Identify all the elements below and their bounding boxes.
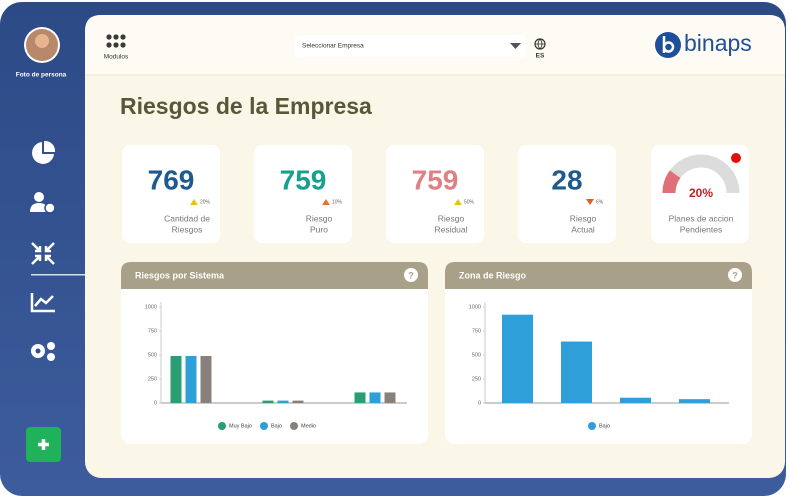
legend-swatch: [218, 422, 226, 430]
avatar-face: [35, 34, 49, 48]
company-select-text: Seleccionar Empresa: [302, 43, 364, 50]
gauge-title: Planes de accion: [669, 213, 734, 223]
bar: [679, 399, 710, 403]
chart-title: Zona de Riesgo: [459, 270, 527, 280]
nav-dashboard[interactable]: [32, 140, 56, 164]
kpi-change: 20%: [200, 199, 211, 205]
bar: [185, 355, 197, 403]
bar: [384, 392, 396, 403]
y-tick-label: 750: [472, 328, 481, 334]
trend-arrow: [454, 199, 462, 205]
y-tick-label: 750: [148, 328, 157, 334]
legend-swatch: [260, 422, 268, 430]
chart-title: Riesgos por Sistema: [135, 270, 225, 280]
y-tick-label: 0: [154, 400, 157, 406]
kpi-value: 759: [412, 164, 459, 195]
add-icon: [38, 439, 49, 450]
kpi-label: Riesgos: [172, 224, 203, 234]
kpi-card: [386, 145, 484, 243]
y-tick-label: 0: [478, 400, 481, 406]
select-arrow: [510, 43, 521, 49]
company-select[interactable]: [295, 35, 526, 57]
legend-label: Muy Bajo: [229, 423, 252, 429]
nav-trend[interactable]: [30, 293, 55, 313]
bar: [200, 355, 212, 403]
page-title: Riesgos de la Empresa: [120, 93, 372, 119]
bar: [354, 392, 366, 403]
kpi-label: Cantidad de: [164, 213, 210, 223]
y-tick-label: 250: [472, 376, 481, 382]
globe-lines: [535, 38, 545, 50]
kpi-value: 759: [280, 164, 327, 195]
y-tick-label: 500: [148, 352, 157, 358]
gauge-label: 20%: [689, 186, 713, 200]
legend-swatch: [588, 422, 596, 430]
legend-label: Bajo: [599, 423, 610, 429]
kpi-card: [122, 145, 220, 243]
gauge-value: [662, 170, 681, 194]
y-tick-label: 1000: [145, 304, 157, 310]
logo-mark: [655, 32, 681, 58]
kpi-label: Riesgo: [438, 213, 465, 223]
kpi-label: Residual: [434, 224, 467, 234]
kpi-label: Riesgo: [306, 213, 333, 223]
alert-dot: [731, 153, 741, 163]
kpi-label: Actual: [571, 224, 595, 234]
language: ES: [536, 53, 545, 60]
bar: [262, 400, 274, 403]
user-name: Foto de persona: [16, 72, 67, 79]
kpi-value: 769: [148, 164, 195, 195]
bar: [561, 341, 592, 403]
trend-arrow: [322, 199, 330, 205]
chart-panel: [121, 262, 428, 444]
kpi-card: [254, 145, 352, 243]
trend-arrow: [586, 199, 594, 205]
y-tick-label: 500: [472, 352, 481, 358]
chart-panel: [445, 262, 752, 444]
nav-settings[interactable]: [31, 342, 55, 361]
kpi-change: 10%: [332, 199, 343, 205]
bar: [292, 400, 304, 403]
bar: [170, 355, 182, 403]
nav-compress[interactable]: [31, 242, 55, 265]
chart-header: [121, 262, 428, 289]
help-mark: ?: [732, 270, 738, 280]
kpi-change: 50%: [464, 199, 475, 205]
help-icon[interactable]: [728, 268, 742, 282]
gauge-title: Pendientes: [680, 224, 723, 234]
bar: [277, 400, 289, 403]
nav-icons: [30, 140, 85, 361]
legend-label: Bajo: [271, 423, 282, 429]
legend-label: Medio: [301, 423, 316, 429]
nav-separator: [31, 274, 85, 276]
bar: [620, 397, 651, 403]
bar: [502, 314, 533, 403]
y-tick-label: 250: [148, 376, 157, 382]
nav-users[interactable]: [30, 192, 56, 214]
logo-text: binaps: [684, 30, 752, 56]
help-icon[interactable]: [404, 268, 418, 282]
kpi-card: [518, 145, 616, 243]
logo-b: [662, 36, 675, 53]
kpi-label: Puro: [310, 224, 328, 234]
chart-header: [445, 262, 752, 289]
y-tick-label: 1000: [469, 304, 481, 310]
kpi-value: 28: [551, 164, 582, 195]
trend-arrow: [190, 199, 198, 205]
modules-label: Modulos: [104, 54, 129, 61]
bar: [369, 392, 381, 403]
legend-swatch: [290, 422, 298, 430]
help-mark: ?: [408, 270, 414, 280]
modules-icon[interactable]: [106, 34, 126, 48]
kpi-label: Riesgo: [570, 213, 597, 223]
kpi-change: 6%: [596, 199, 604, 205]
